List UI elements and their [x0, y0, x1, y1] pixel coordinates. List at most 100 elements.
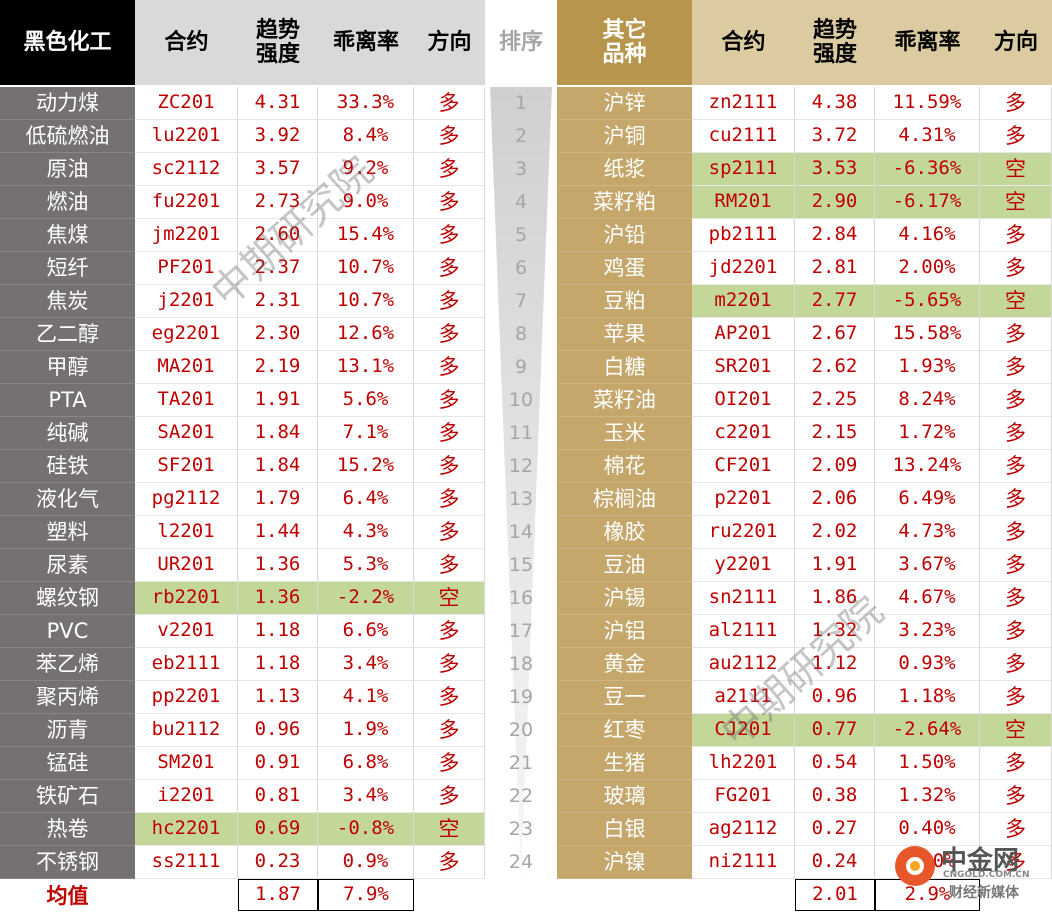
direction: 多: [980, 615, 1052, 648]
data-cell: 2.37: [238, 252, 318, 285]
row-name: 锰硅: [0, 747, 135, 780]
direction: 多: [980, 87, 1052, 120]
mean-strength: 2.01: [795, 879, 875, 911]
direction: 空: [980, 153, 1052, 186]
row-name: 甲醇: [0, 351, 135, 384]
data-cell: OI201: [692, 384, 795, 417]
data-cell: 2.67: [795, 318, 875, 351]
direction: 多: [980, 351, 1052, 384]
direction: 多: [414, 516, 485, 549]
data-cell: jd2201: [692, 252, 795, 285]
data-cell: -2.2%: [318, 582, 414, 615]
data-cell: TA201: [135, 384, 238, 417]
data-cell: 1.9%: [318, 714, 414, 747]
row-name: 菜籽粕: [557, 186, 692, 219]
direction: 多: [980, 747, 1052, 780]
row-name: PVC: [0, 615, 135, 648]
rank: 7: [514, 289, 528, 312]
data-cell: 33.3%: [318, 87, 414, 120]
direction: 多: [980, 120, 1052, 153]
data-cell: 13.24%: [875, 450, 980, 483]
data-cell: ni2111: [692, 846, 795, 879]
data-cell: 5.6%: [318, 384, 414, 417]
rank: 13: [508, 487, 534, 510]
header-cell: 方向: [414, 0, 485, 85]
row-name: 棕榈油: [557, 483, 692, 516]
data-cell: RM201: [692, 186, 795, 219]
row-name: 白银: [557, 813, 692, 846]
row-name: 沪镍: [557, 846, 692, 879]
data-cell: lh2201: [692, 747, 795, 780]
data-cell: 5.3%: [318, 549, 414, 582]
row-name: 苹果: [557, 318, 692, 351]
data-cell: 7.1%: [318, 417, 414, 450]
rank: 2: [514, 124, 528, 147]
data-cell: 3.23%: [875, 615, 980, 648]
data-cell: CF201: [692, 450, 795, 483]
data-cell: p2201: [692, 483, 795, 516]
rank: 14: [508, 520, 534, 543]
rank: 20: [508, 718, 534, 741]
row-name: 尿素: [0, 549, 135, 582]
direction: 多: [414, 681, 485, 714]
data-cell: pg2112: [135, 483, 238, 516]
data-cell: 1.84: [238, 417, 318, 450]
data-cell: sp2111: [692, 153, 795, 186]
data-cell: 2.84: [795, 219, 875, 252]
direction: 多: [980, 648, 1052, 681]
row-name: 苯乙烯: [0, 648, 135, 681]
data-cell: au2112: [692, 648, 795, 681]
data-cell: FG201: [692, 780, 795, 813]
logo: 中金网 CNGOLD.COM.CN 财经新媒体: [893, 838, 1045, 906]
header-cell: 乖离率: [875, 0, 980, 85]
row-name: 纯碱: [0, 417, 135, 450]
direction: 多: [980, 483, 1052, 516]
rank: 9: [514, 355, 528, 378]
data-cell: 2.25: [795, 384, 875, 417]
rank: 22: [508, 784, 534, 807]
direction: 多: [414, 747, 485, 780]
row-name: 玉米: [557, 417, 692, 450]
direction: 多: [414, 648, 485, 681]
data-cell: 0.23: [238, 846, 318, 879]
data-cell: 4.38: [795, 87, 875, 120]
row-name: 沪铅: [557, 219, 692, 252]
row-name: 焦炭: [0, 285, 135, 318]
data-cell: 1.18: [238, 615, 318, 648]
rank: 3: [514, 157, 528, 180]
row-name: 动力煤: [0, 87, 135, 120]
direction: 空: [414, 582, 485, 615]
rank: 23: [508, 817, 534, 840]
logo-tagline: 财经新媒体: [949, 885, 1019, 901]
direction: 多: [980, 219, 1052, 252]
data-cell: 1.91: [238, 384, 318, 417]
data-cell: 0.24: [795, 846, 875, 879]
direction: 多: [980, 384, 1052, 417]
data-cell: 2.77: [795, 285, 875, 318]
row-name: 鸡蛋: [557, 252, 692, 285]
rank: 11: [508, 421, 534, 444]
rank-triangle: [490, 87, 552, 879]
data-cell: eb2111: [135, 648, 238, 681]
row-name: 沪锌: [557, 87, 692, 120]
data-cell: -5.65%: [875, 285, 980, 318]
data-cell: 1.50%: [875, 747, 980, 780]
direction: 多: [980, 417, 1052, 450]
rank: 12: [508, 454, 534, 477]
row-name: 不锈钢: [0, 846, 135, 879]
direction: 多: [414, 87, 485, 120]
data-cell: 0.40%: [875, 813, 980, 846]
data-cell: rb2201: [135, 582, 238, 615]
data-cell: ag2112: [692, 813, 795, 846]
direction: 多: [980, 813, 1052, 846]
direction: 多: [980, 846, 1052, 879]
rank-header: 排序: [485, 0, 557, 85]
data-cell: 3.53: [795, 153, 875, 186]
row-name: 塑料: [0, 516, 135, 549]
data-cell: 9.0%: [318, 186, 414, 219]
data-cell: 4.3%: [318, 516, 414, 549]
direction: 多: [414, 120, 485, 153]
logo-site: CNGOLD.COM.CN: [943, 870, 1030, 880]
data-cell: 1.13: [238, 681, 318, 714]
